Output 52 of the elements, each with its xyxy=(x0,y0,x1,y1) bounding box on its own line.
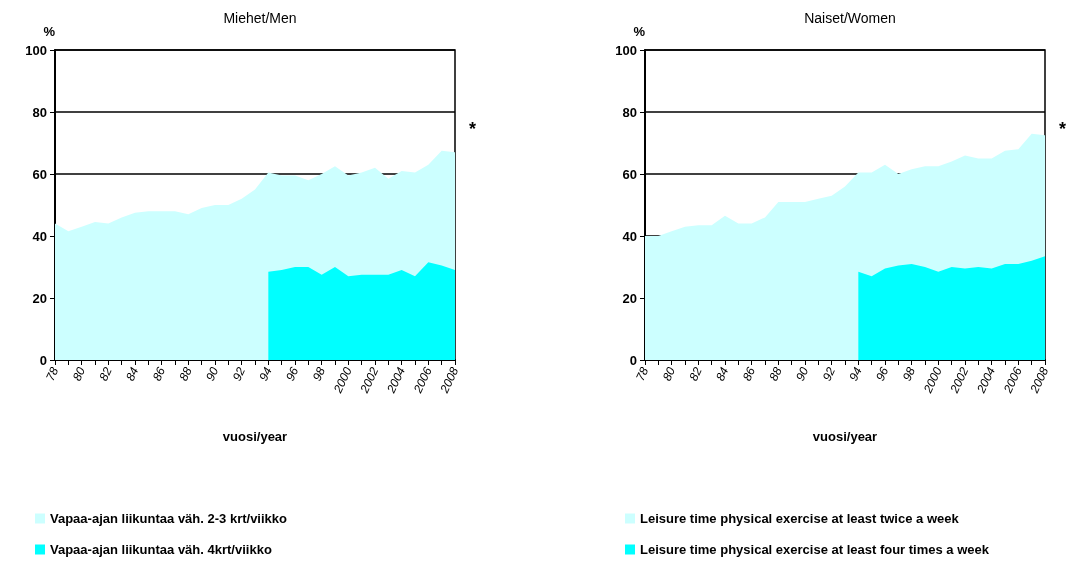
x-tick-label: 82 xyxy=(686,364,705,384)
legend-label: Vapaa-ajan liikuntaa väh. 4krt/viikko xyxy=(50,542,272,557)
x-tick-label: 90 xyxy=(793,364,812,384)
x-tick-label: 96 xyxy=(873,364,892,384)
x-tick-label: 2002 xyxy=(356,364,382,397)
y-tick-label: 100 xyxy=(615,42,637,58)
legend-label: Leisure time physical exercise at least twice a week xyxy=(640,511,960,526)
x-tick-label: 88 xyxy=(176,364,195,384)
x-tick-label: 2000 xyxy=(920,364,945,397)
x-tick-label: 96 xyxy=(283,364,302,384)
x-tick-label: 98 xyxy=(899,364,919,384)
x-tick-label: 2000 xyxy=(330,364,355,397)
x-tick-label: 2004 xyxy=(383,364,409,397)
legend-label: Leisure time physical exercise at least four times a week xyxy=(640,542,990,557)
x-tick-label: 88 xyxy=(766,364,785,384)
x-tick-label: 84 xyxy=(123,364,142,384)
x-tick-label: 80 xyxy=(69,364,89,384)
x-tick-label: 84 xyxy=(713,364,732,384)
y-tick-label: 20 xyxy=(32,290,47,306)
text: * xyxy=(1059,119,1067,139)
y-tick-label: 40 xyxy=(622,228,637,244)
y-axis-title: % xyxy=(633,24,646,39)
y-tick-label: 100 xyxy=(25,42,47,58)
chart-title: Miehet/Men xyxy=(223,10,297,26)
x-tick-label: 2002 xyxy=(946,364,972,397)
y-tick-label: 80 xyxy=(32,104,47,120)
x-tick-label: 82 xyxy=(96,364,115,384)
x-tick-label: 92 xyxy=(819,364,839,384)
x-tick-label: 86 xyxy=(149,364,169,384)
x-tick-label: 2006 xyxy=(410,364,435,397)
y-tick-label: 80 xyxy=(622,104,637,120)
x-tick-label: 86 xyxy=(739,364,759,384)
x-tick-label: 90 xyxy=(203,364,222,384)
x-tick-label: 2008 xyxy=(1026,364,1052,397)
x-tick-label: 94 xyxy=(256,364,275,384)
y-tick-label: 60 xyxy=(622,166,637,182)
x-tick-label: 92 xyxy=(229,364,249,384)
y-tick-label: 20 xyxy=(622,290,637,306)
text: * xyxy=(469,119,477,139)
x-tick-label: 94 xyxy=(846,364,865,384)
y-tick-label: 40 xyxy=(32,228,47,244)
x-axis-title: vuosi/year xyxy=(812,429,878,444)
y-axis-title: % xyxy=(43,24,56,39)
y-tick-label: 60 xyxy=(32,166,47,182)
x-tick-label: 80 xyxy=(659,364,679,384)
x-tick-label: 2008 xyxy=(436,364,462,397)
legend-label: Vapaa-ajan liikuntaa väh. 2-3 krt/viikko xyxy=(50,511,288,526)
x-tick-label: 2004 xyxy=(973,364,999,397)
x-tick-label: 2006 xyxy=(1000,364,1025,397)
chart-title: Naiset/Women xyxy=(804,10,896,26)
x-axis-title: vuosi/year xyxy=(222,429,288,444)
x-tick-label: 98 xyxy=(309,364,329,384)
